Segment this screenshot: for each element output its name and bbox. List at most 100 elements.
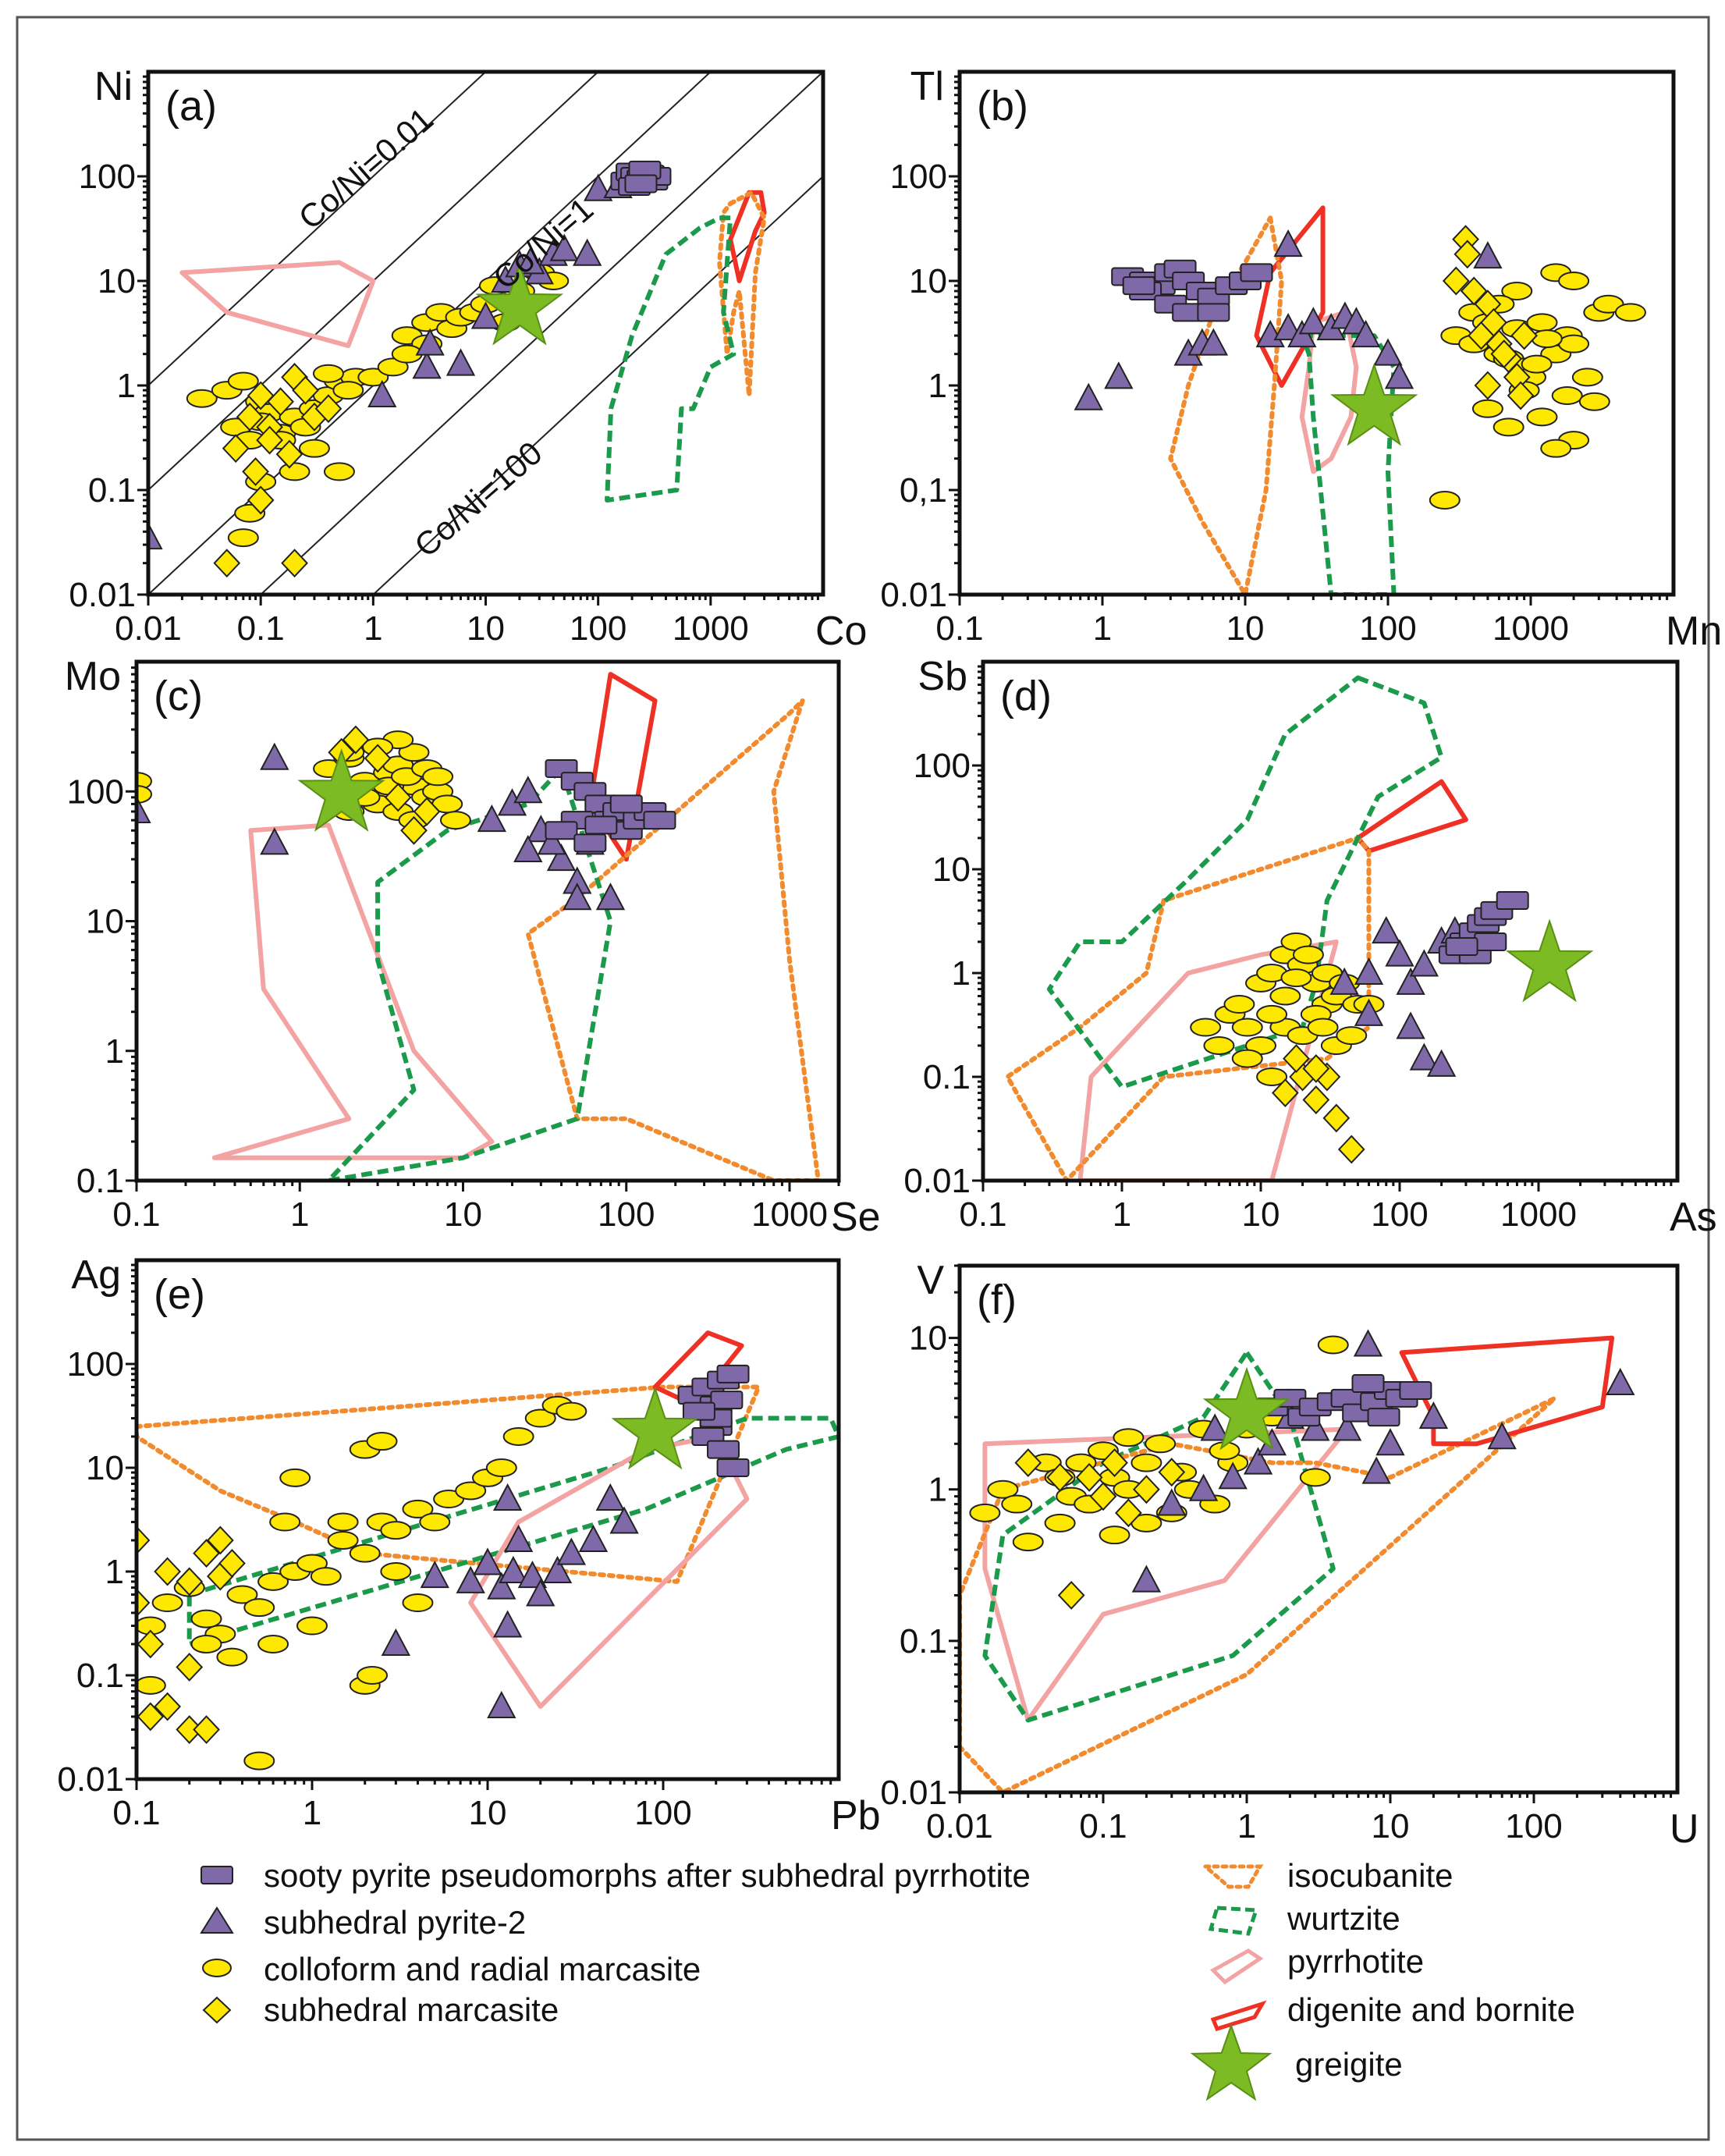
y-tick-label: 0.01 [57,1760,124,1799]
greigite-star [475,261,564,346]
x-tick-label: 1000 [751,1195,828,1234]
subhedral-marcasite-point [1046,1462,1074,1492]
x-axis-label: Se [831,1195,881,1240]
colloform-marcasite-point [1521,354,1553,374]
subhedral-marcasite-point [413,797,441,826]
y-axis-label: Ni [94,64,133,109]
y-tick-label: 10 [909,1320,947,1358]
legend-item-greigite: greigite [1190,2023,1403,2101]
digenite-field [587,672,658,862]
isocubanite-field [960,1395,1557,1792]
pyrite-2-point [549,233,579,261]
legend-item-pyrrhotite: pyrrhotite [1209,1943,1424,1985]
y-tick-label: 100 [67,1345,124,1383]
plot-frame [981,659,1680,1183]
colloform-marcasite-point [137,784,152,804]
x-axis-label: As [1670,1195,1717,1240]
y-tick-label: 10 [86,903,124,941]
colloform-marcasite-point [1231,1018,1263,1037]
subhedral-marcasite-point [137,1588,151,1618]
subhedral-marcasite-point [137,1629,165,1659]
pyrite-2-point [1361,1456,1391,1484]
colloform-marcasite-point [1203,1035,1235,1055]
panel-c: 0.1 1 10 100 1000 0.1 1 10 100 Se Mo (c) [65,654,881,1240]
y-tick-label: 10 [86,1449,124,1487]
colloform-marcasite-point [1493,417,1524,437]
digenite-field [1254,205,1326,388]
x-axis-label: U [1670,1806,1699,1852]
ratio-line [259,72,823,595]
wurtzite-field [326,766,613,1181]
colloform-marcasite-point [1558,334,1590,353]
legend-item-isocubanite: isocubanite [1200,1857,1453,1894]
pyrite-2-point [1354,998,1384,1026]
legend-item-wurtzite: wurtzite [1208,1900,1400,1937]
colloform-marcasite-point [1001,1494,1033,1514]
pyrite-2-point [367,379,397,407]
colloform-marcasite-point [485,1458,517,1477]
colloform-marcasite-point [227,371,259,391]
figure-border [16,16,1710,2141]
colloform-marcasite-point [312,364,344,383]
pyrite-2-point [148,521,163,550]
colloform-marcasite-point [402,1499,434,1518]
wurtzite-field [605,215,736,503]
plot-frame [957,69,1676,597]
x-tick-label: 10 [1226,609,1265,648]
subhedral-marcasite-point [1133,1475,1160,1504]
subhedral-marcasite-point [1490,339,1518,369]
colloform-marcasite-point [151,1593,183,1613]
ratio-annotation: Co/Ni=0.01 [292,101,440,236]
subhedral-marcasite-point [400,815,428,845]
legend-swatch-digenite [1210,2000,1267,2032]
subhedral-marcasite-point [1302,1085,1330,1114]
y-tick-label: 10 [909,262,947,300]
x-tick-label: 100 [634,1794,691,1832]
legend-label-pyrite2: subhedral pyrite-2 [264,1904,526,1941]
y-tick-label: 1 [117,367,136,405]
subhedral-marcasite-point [256,425,283,455]
pyrite-2-point [1273,312,1303,341]
greigite-star [1330,362,1418,446]
colloform-marcasite-point [1269,986,1301,1006]
ratio-line [148,72,487,386]
x-tick-label: 10 [444,1195,482,1234]
legend-swatch-sooty [201,1866,233,1884]
colloform-marcasite-point [137,1675,166,1695]
sooty-pyrite-point [1496,891,1529,911]
colloform-marcasite-point [1429,490,1461,510]
x-tick-label: 0.1 [935,609,983,648]
pyrite-2-point [595,1483,625,1511]
colloform-marcasite-point [969,1503,1001,1522]
legend-swatch-pyrite2 [200,1906,234,1934]
greigite-star [611,1386,699,1470]
colloform-marcasite-point [1558,272,1590,290]
pyrite-2-point [542,1555,573,1583]
pyrite-2-point [513,776,543,804]
greigite-star [1202,1366,1291,1451]
subhedral-marcasite-point [1337,1135,1365,1164]
plot-area [148,72,823,595]
colloform-marcasite-point [1317,1335,1349,1355]
panel-label: (e) [154,1271,205,1318]
sooty-pyrite-point [584,815,618,835]
colloform-marcasite-point [1113,1428,1145,1447]
subhedral-marcasite-point [222,434,250,464]
y-tick-label: 0.1 [900,1622,947,1661]
sooty-pyrite-point [624,174,658,194]
y-tick-label: 0.1 [76,1657,124,1695]
x-tick-label: 10 [467,609,505,648]
legend-swatch-wurtzite [1208,1906,1259,1936]
pyrite-2-point [513,834,543,863]
y-tick-label: 1 [105,1553,124,1591]
pyrrhotite-field [211,822,495,1160]
x-tick-label: 1 [290,1195,309,1234]
colloform-marcasite-point [524,1408,556,1428]
pyrite-2-point [1409,949,1439,977]
colloform-marcasite-point [380,1562,412,1581]
wurtzite-field [1046,675,1444,1089]
colloform-marcasite-point [1540,439,1572,458]
y-tick-label: 0.01 [880,576,947,614]
